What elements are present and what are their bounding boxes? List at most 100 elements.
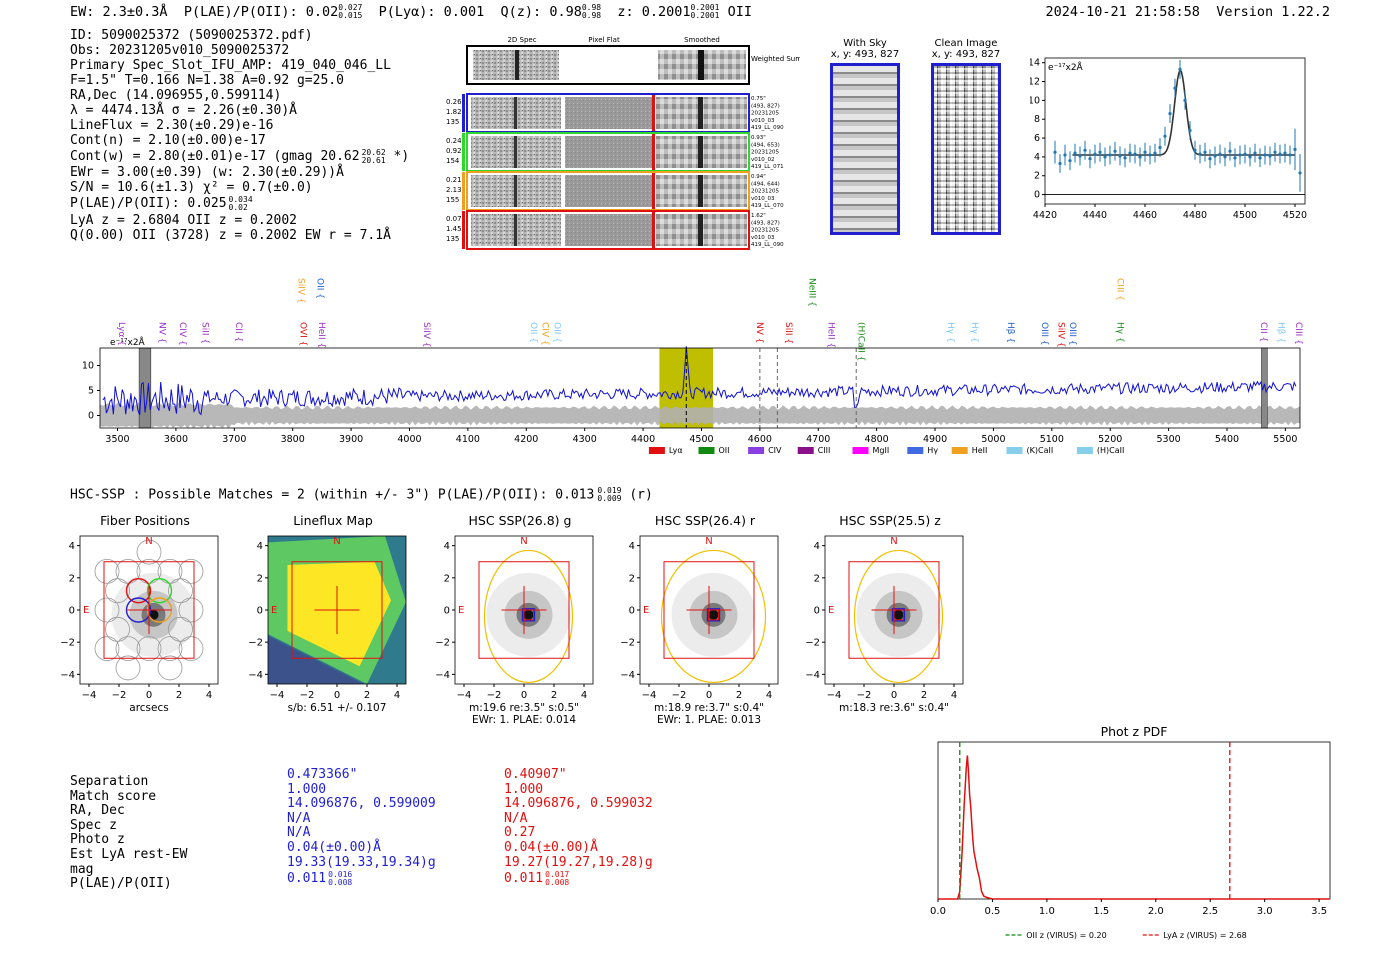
spec-legend-swatch: [1006, 447, 1023, 454]
zoom-data-point: [1268, 154, 1272, 158]
withsky-header: With Sky x, y: 493, 827: [820, 38, 910, 60]
hsc-ytick-label: −4: [248, 670, 263, 681]
zoom-ytick-label: 8: [1034, 114, 1040, 125]
zoom-data-point: [1058, 161, 1062, 166]
spec-ytick-label: 10: [82, 361, 94, 372]
cutout-gap: [561, 173, 564, 209]
hsc-ytick-label: −4: [805, 670, 820, 681]
spec-line-name: OIII {: [1067, 322, 1077, 346]
zoom-ylabel: e⁻¹⁷x2Å: [1048, 61, 1084, 73]
cutout-left-3: 135: [446, 235, 459, 243]
plae2-text: P(LAE)/P(OII): 0.025: [70, 196, 227, 211]
match-plae-sup: 0.016: [328, 869, 353, 879]
match-plae: 0.011: [504, 871, 544, 887]
plae-sup: 0.027: [338, 3, 363, 12]
spec-line-name: OIII {: [1039, 322, 1049, 346]
spec-line-name: NV {: [157, 322, 167, 343]
fiber-circle: [136, 539, 162, 565]
info-lyaz: LyA z = 2.6804 OII z = 0.2002: [70, 213, 297, 228]
fiber-circle: [136, 636, 162, 662]
spec-line-label: OIII {: [1067, 322, 1077, 346]
spec-line-label: SiII {: [783, 322, 793, 344]
photz-pdf-chart: Phot z PDF 0.0 0.5 1.0 1.5 2.0 2.5 3.0 3.5 OII z …: [930, 724, 1331, 940]
zoom-xtick-label: 4460: [1133, 210, 1157, 221]
zoom-ytick-label: 2: [1034, 171, 1040, 182]
cutout-right-label: (494, 644): [751, 181, 780, 187]
fiber-cutouts: 2D Spec Pixel Flat Smoothed Weighted Sum…: [440, 34, 802, 256]
cutout-side-bar: [462, 211, 465, 249]
hsc-xtick-label: 4: [581, 690, 587, 701]
spec-xtick-label: 3900: [339, 434, 363, 445]
match-row-label: P(LAE)/P(OII): [70, 876, 172, 892]
zoom-data-point: [1143, 150, 1147, 154]
hsc-xtick-label: −4: [642, 690, 657, 701]
match-value: 1.000: [287, 781, 327, 797]
hsc-search-box: [103, 561, 195, 659]
match-red: 0.40907" 1.000 14.096876, 0.599032 N/A 0.27 0…: [504, 767, 653, 887]
match-row-label: Separation: [70, 774, 149, 789]
hsc-xtick-label: 4: [206, 690, 212, 701]
photz-legend-lya: LyA z (VIRUS) = 2.68: [1163, 931, 1246, 940]
cutout-right-label: (494, 653): [751, 142, 780, 148]
hsc-xtick-label: −2: [487, 690, 502, 701]
cutout-right-label: (493, 827): [751, 103, 780, 109]
hsc-xtick-label: −4: [270, 690, 285, 701]
hsc-panel-title: Fiber Positions: [100, 513, 190, 528]
photz-pdf-line: [938, 755, 1330, 900]
spec-line-name: CIV {: [177, 322, 187, 346]
match-plae-stack: 0.016 0.008: [328, 869, 353, 887]
zoom-data-point: [1158, 145, 1162, 150]
clean-title: Clean Image: [934, 38, 998, 49]
fiber-circle: [136, 558, 162, 584]
zoom-ytick-label: 6: [1034, 133, 1040, 144]
cutout-edge: [652, 95, 655, 131]
compass-east: E: [271, 605, 277, 616]
zoom-xtick-label: 4500: [1233, 210, 1257, 221]
hsc-xtick-label: 0: [891, 690, 897, 701]
spec-line-label: Hβ {: [1005, 322, 1015, 343]
hsc-post: (r): [629, 487, 653, 503]
hsc-ytick-label: 2: [257, 573, 263, 584]
fiber-circle: [157, 558, 183, 584]
hsc-panel-title: HSC SSP(26.4) r: [654, 513, 756, 528]
hsc-ytick-label: 4: [629, 541, 635, 552]
hsc-panel: HSC SSP(26.8) g N E −4 −4 −2 −2 0 0 2 2 4 4 m:19.6 re…: [425, 510, 615, 725]
zoom-data-point: [1108, 153, 1112, 157]
col-pixelflat: Pixel Flat: [588, 36, 620, 44]
spec-xtick-label: 5500: [1273, 434, 1297, 445]
photz-legend-oii: OII z (VIRUS) = 0.20: [1026, 931, 1106, 940]
cutout-peak: [514, 214, 517, 246]
zoom-data-point: [1223, 155, 1227, 159]
match-blue: 0.473366" 1.000 14.096876, 0.599009 N/A N/A 0…: [287, 767, 436, 887]
hsc-panel-xlabel: m:19.6 re:3.5" s:0.5": [469, 702, 579, 714]
photz-xtick-label: 0.0: [930, 906, 946, 917]
info-lambda: λ = 4474.13Å σ = 2.26(±0.30)Å: [70, 103, 297, 118]
hsc-xtick-label: 2: [176, 690, 182, 701]
plya-value: P(Lyα): 0.001: [378, 4, 485, 20]
zoom-ytick-label: 0: [1034, 190, 1040, 201]
z-value: z: 0.2001: [617, 4, 691, 20]
zoom-data-point: [1153, 151, 1157, 155]
hsc-xtick-label: 4: [766, 690, 772, 701]
spec-line-name: CII {: [233, 322, 243, 342]
summary-header: EW: 2.3±0.3Å P(LAE)/P(OII): 0.02 0.027 0.0…: [70, 4, 752, 20]
spec-line-label: OII {: [314, 278, 324, 299]
zoom-ytick-label: 10: [1030, 95, 1040, 106]
hsc-heading: HSC-SSP : Possible Matches = 2 (within +…: [70, 487, 653, 503]
spec-line-name: NV {: [754, 322, 764, 343]
cutout-right-label: 419_LL_090: [751, 125, 784, 131]
zoom-line-fit-chart: 4420 4440 4460 4480 4500 4520 0 2 4 6 8 10 12 14 e⁻¹⁷x…: [1030, 57, 1307, 221]
spec-xtick-label: 3700: [222, 434, 246, 445]
match-value: 14.096876, 0.599032: [504, 796, 653, 812]
cutout-left-2: 1.45: [446, 225, 462, 233]
cutout-right-label: 419_LL_071: [751, 164, 784, 170]
cutout-right-label: 1.62": [751, 213, 766, 219]
hsc-ytick-label: −2: [620, 638, 635, 649]
spec-line-name: Hβ {: [1005, 322, 1015, 343]
hsc-panel: HSC SSP(26.4) r N E −4 −4 −2 −2 0 0 2 2 4 4 m:18.9 re…: [610, 510, 800, 725]
compass-east: E: [458, 605, 464, 616]
photz-axes-frame: [937, 741, 1331, 900]
zoom-data-point: [1213, 154, 1217, 158]
zoom-data-point: [1228, 149, 1232, 153]
